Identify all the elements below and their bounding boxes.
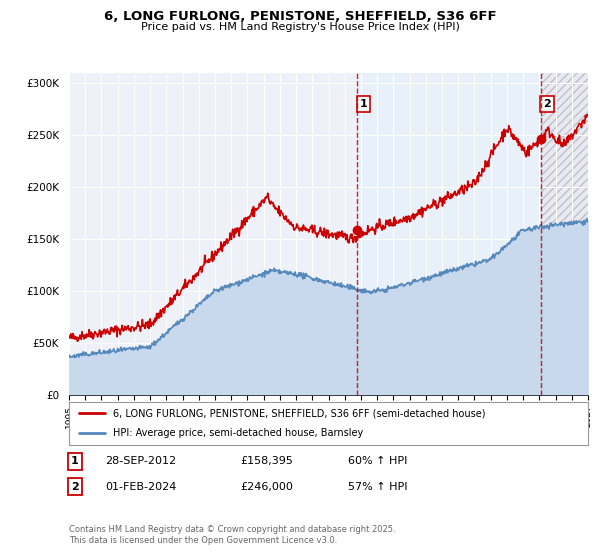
Text: 01-FEB-2024: 01-FEB-2024 bbox=[105, 482, 176, 492]
Text: HPI: Average price, semi-detached house, Barnsley: HPI: Average price, semi-detached house,… bbox=[113, 428, 364, 438]
Bar bbox=[357, 73, 541, 395]
Text: 2: 2 bbox=[543, 99, 551, 109]
Text: Price paid vs. HM Land Registry's House Price Index (HPI): Price paid vs. HM Land Registry's House … bbox=[140, 22, 460, 32]
Text: 2: 2 bbox=[71, 482, 79, 492]
Text: 60% ↑ HPI: 60% ↑ HPI bbox=[348, 456, 407, 466]
Text: 6, LONG FURLONG, PENISTONE, SHEFFIELD, S36 6FF (semi-detached house): 6, LONG FURLONG, PENISTONE, SHEFFIELD, S… bbox=[113, 408, 485, 418]
Text: £246,000: £246,000 bbox=[240, 482, 293, 492]
Bar bbox=[541, 73, 588, 395]
Text: £158,395: £158,395 bbox=[240, 456, 293, 466]
Text: Contains HM Land Registry data © Crown copyright and database right 2025.
This d: Contains HM Land Registry data © Crown c… bbox=[69, 525, 395, 545]
Text: 6, LONG FURLONG, PENISTONE, SHEFFIELD, S36 6FF: 6, LONG FURLONG, PENISTONE, SHEFFIELD, S… bbox=[104, 10, 496, 23]
Text: 28-SEP-2012: 28-SEP-2012 bbox=[105, 456, 176, 466]
Text: 1: 1 bbox=[359, 99, 367, 109]
Text: 1: 1 bbox=[71, 456, 79, 466]
Text: 57% ↑ HPI: 57% ↑ HPI bbox=[348, 482, 407, 492]
